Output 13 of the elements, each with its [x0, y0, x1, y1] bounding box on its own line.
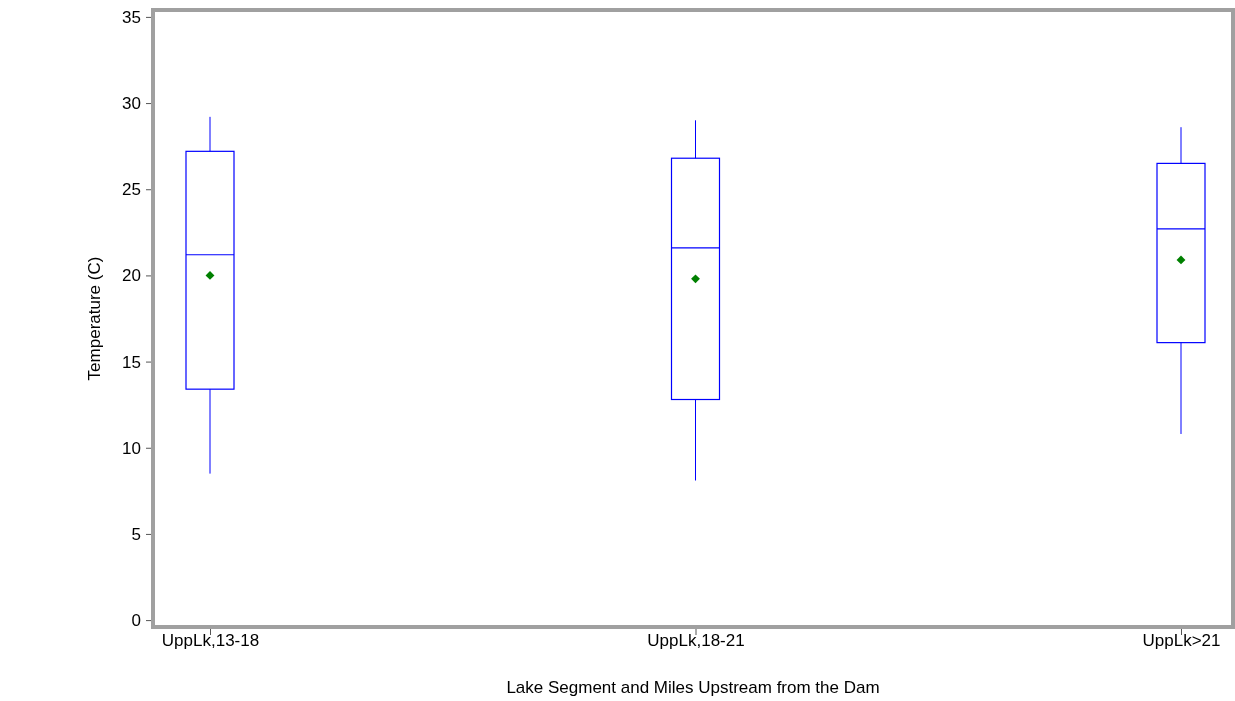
y-tick-label: 10	[122, 438, 141, 458]
y-tick-label: 15	[122, 352, 141, 372]
y-tick-label: 5	[131, 524, 141, 544]
x-axis-title: Lake Segment and Miles Upstream from the Dam	[506, 678, 880, 697]
y-tick-label: 25	[122, 180, 141, 200]
y-tick-label: 20	[122, 266, 141, 286]
y-tick-label: 30	[122, 94, 141, 114]
x-tick-label: UppLk,18-21	[647, 631, 745, 650]
y-tick-label: 35	[122, 7, 141, 27]
y-axis-title: Temperature (C)	[85, 256, 104, 381]
y-tick-label: 0	[131, 611, 141, 631]
x-tick-label: UppLk,13-18	[161, 631, 260, 650]
x-tick-label: UppLk>21	[1142, 631, 1221, 650]
